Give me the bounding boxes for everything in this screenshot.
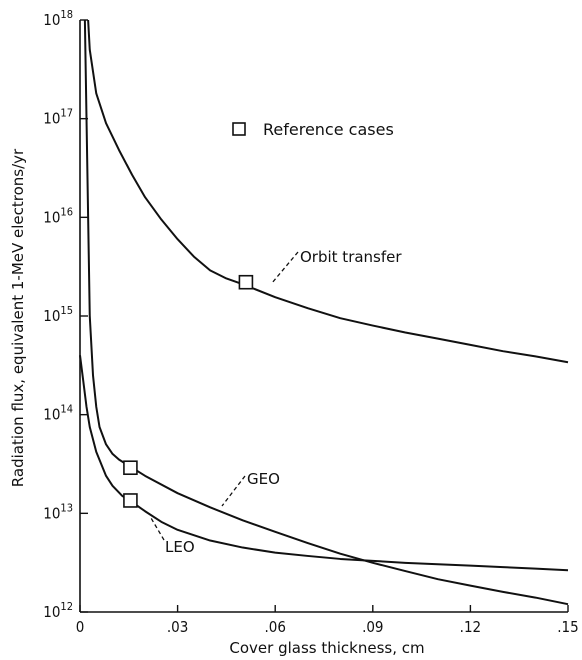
y-tick-label: 1014	[43, 403, 73, 424]
y-tick-label: 1018	[43, 8, 73, 29]
series-label-orbit-transfer: Orbit transfer	[300, 248, 402, 266]
series-layer: Orbit transfer GEO LEO	[79, 19, 569, 606]
x-tick-label: .12	[460, 618, 481, 636]
plot-area	[79, 20, 568, 613]
y-axis-title: Radiation flux, equivalent 1-MeV electro…	[9, 148, 27, 487]
reference-case-marker-leo	[123, 493, 138, 508]
series-line-geo	[83, 19, 569, 606]
reference-case-marker-orbit-transfer	[238, 274, 254, 290]
x-tick-label: .03	[167, 618, 188, 636]
legend-square-marker	[232, 122, 246, 136]
series-leader-geo	[221, 475, 246, 507]
x-axis-title: Cover glass thickness, cm	[229, 639, 424, 657]
y-tick-label: 1017	[43, 107, 73, 128]
series-label-geo: GEO	[247, 470, 280, 488]
series-line-leo	[79, 355, 569, 572]
x-axis-ticks: 0 .03 .06 .09 .12 .15	[76, 605, 579, 636]
y-tick-label: 1013	[43, 501, 73, 522]
y-tick-label: 1015	[43, 304, 73, 325]
legend: Reference cases	[232, 120, 394, 139]
x-tick-label: 0	[76, 618, 85, 636]
series-line-orbit-transfer	[87, 19, 569, 364]
y-tick-label: 1016	[43, 205, 73, 226]
legend-label: Reference cases	[263, 120, 394, 139]
x-tick-label: .15	[557, 618, 578, 636]
y-axis-ticks: 1012 1013 1014 1015 1016 1017 1018	[43, 8, 88, 621]
x-tick-label: .09	[362, 618, 383, 636]
reference-case-marker-geo	[123, 460, 138, 476]
x-tick-label: .06	[264, 618, 285, 636]
y-tick-label: 1012	[43, 600, 73, 621]
series-leader-orbit-transfer	[271, 251, 299, 284]
series-leader-leo	[150, 517, 165, 541]
series-label-leo: LEO	[165, 538, 195, 556]
